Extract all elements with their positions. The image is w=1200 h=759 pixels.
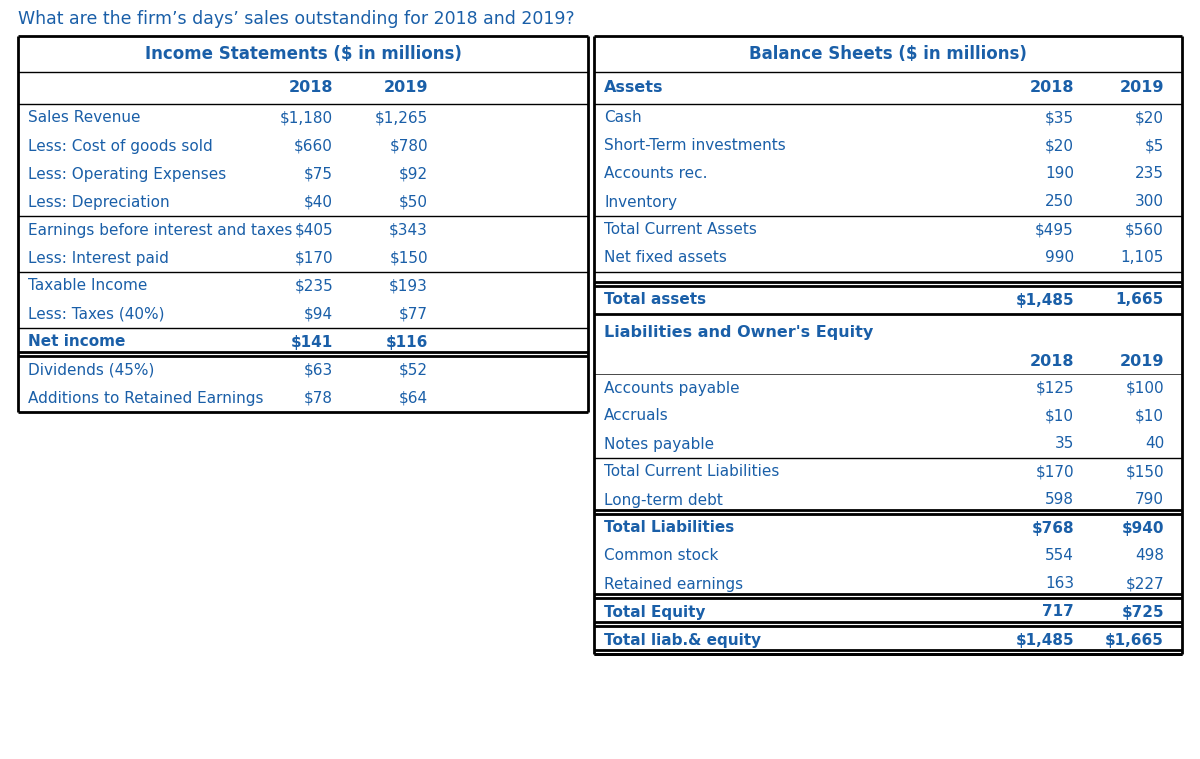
Text: $150: $150: [389, 250, 428, 266]
Text: $125: $125: [1036, 380, 1074, 395]
Text: $1,665: $1,665: [1105, 632, 1164, 647]
Text: 790: 790: [1135, 493, 1164, 508]
Text: Total Equity: Total Equity: [604, 604, 706, 619]
Text: Total liab.& equity: Total liab.& equity: [604, 632, 761, 647]
Text: 2019: 2019: [1120, 354, 1164, 370]
Text: 554: 554: [1045, 549, 1074, 563]
Text: $40: $40: [304, 194, 334, 209]
Text: 498: 498: [1135, 549, 1164, 563]
Text: $64: $64: [398, 390, 428, 405]
Text: 2019: 2019: [384, 80, 428, 96]
Text: $405: $405: [294, 222, 334, 238]
Text: Cash: Cash: [604, 111, 642, 125]
Text: Less: Operating Expenses: Less: Operating Expenses: [28, 166, 227, 181]
Text: Common stock: Common stock: [604, 549, 719, 563]
Text: Dividends (45%): Dividends (45%): [28, 363, 155, 377]
Text: Total Liabilities: Total Liabilities: [604, 521, 734, 536]
Text: $100: $100: [1126, 380, 1164, 395]
Text: $768: $768: [1031, 521, 1074, 536]
Text: 990: 990: [1045, 250, 1074, 266]
Text: $1,485: $1,485: [1015, 292, 1074, 307]
Text: $170: $170: [294, 250, 334, 266]
Text: $1,180: $1,180: [280, 111, 334, 125]
Text: $5: $5: [1145, 138, 1164, 153]
Text: Income Statements ($ in millions): Income Statements ($ in millions): [144, 45, 462, 63]
Text: $10: $10: [1045, 408, 1074, 424]
Text: Total Current Assets: Total Current Assets: [604, 222, 757, 238]
Text: $1,265: $1,265: [374, 111, 428, 125]
Text: Notes payable: Notes payable: [604, 436, 714, 452]
Text: Less: Interest paid: Less: Interest paid: [28, 250, 169, 266]
Text: Net income: Net income: [28, 335, 125, 349]
Text: $1,485: $1,485: [1015, 632, 1074, 647]
Text: $150: $150: [1126, 465, 1164, 480]
Text: $75: $75: [304, 166, 334, 181]
Text: $660: $660: [294, 138, 334, 153]
Text: Earnings before interest and taxes: Earnings before interest and taxes: [28, 222, 293, 238]
Text: $52: $52: [398, 363, 428, 377]
Text: Less: Depreciation: Less: Depreciation: [28, 194, 169, 209]
Text: Assets: Assets: [604, 80, 664, 96]
Text: Liabilities and Owner's Equity: Liabilities and Owner's Equity: [604, 325, 874, 339]
Text: 35: 35: [1055, 436, 1074, 452]
Text: Accounts payable: Accounts payable: [604, 380, 739, 395]
Text: $20: $20: [1135, 111, 1164, 125]
Text: Sales Revenue: Sales Revenue: [28, 111, 140, 125]
Text: 598: 598: [1045, 493, 1074, 508]
Text: Inventory: Inventory: [604, 194, 677, 209]
Text: Taxable Income: Taxable Income: [28, 279, 148, 294]
Text: 163: 163: [1045, 577, 1074, 591]
Text: $10: $10: [1135, 408, 1164, 424]
Text: Accounts rec.: Accounts rec.: [604, 166, 708, 181]
Text: 40: 40: [1145, 436, 1164, 452]
Text: 190: 190: [1045, 166, 1074, 181]
Text: $50: $50: [398, 194, 428, 209]
Text: Accruals: Accruals: [604, 408, 668, 424]
Text: Total assets: Total assets: [604, 292, 706, 307]
Text: 300: 300: [1135, 194, 1164, 209]
Text: $92: $92: [398, 166, 428, 181]
Text: $78: $78: [304, 390, 334, 405]
Text: 2018: 2018: [1030, 80, 1074, 96]
Text: Additions to Retained Earnings: Additions to Retained Earnings: [28, 390, 264, 405]
Text: Retained earnings: Retained earnings: [604, 577, 743, 591]
Text: 2018: 2018: [288, 80, 334, 96]
Text: Balance Sheets ($ in millions): Balance Sheets ($ in millions): [749, 45, 1027, 63]
Text: $94: $94: [304, 307, 334, 322]
Text: Total Current Liabilities: Total Current Liabilities: [604, 465, 779, 480]
Text: $170: $170: [1036, 465, 1074, 480]
Text: $560: $560: [1126, 222, 1164, 238]
Text: $35: $35: [1045, 111, 1074, 125]
Text: $235: $235: [294, 279, 334, 294]
Text: $227: $227: [1126, 577, 1164, 591]
Text: Net fixed assets: Net fixed assets: [604, 250, 727, 266]
Text: 2018: 2018: [1030, 354, 1074, 370]
Text: 1,665: 1,665: [1116, 292, 1164, 307]
Text: Long-term debt: Long-term debt: [604, 493, 722, 508]
Text: $20: $20: [1045, 138, 1074, 153]
Text: $940: $940: [1122, 521, 1164, 536]
Text: What are the firm’s days’ sales outstanding for 2018 and 2019?: What are the firm’s days’ sales outstand…: [18, 10, 575, 28]
Text: $780: $780: [389, 138, 428, 153]
Text: Short-Term investments: Short-Term investments: [604, 138, 786, 153]
Text: 235: 235: [1135, 166, 1164, 181]
Text: 250: 250: [1045, 194, 1074, 209]
Text: $193: $193: [389, 279, 428, 294]
Text: $141: $141: [290, 335, 334, 349]
Text: $63: $63: [304, 363, 334, 377]
Text: 717: 717: [1043, 604, 1074, 619]
Text: 2019: 2019: [1120, 80, 1164, 96]
Text: Less: Taxes (40%): Less: Taxes (40%): [28, 307, 164, 322]
Text: $343: $343: [389, 222, 428, 238]
Text: $116: $116: [385, 335, 428, 349]
Text: $495: $495: [1036, 222, 1074, 238]
Text: $725: $725: [1121, 604, 1164, 619]
Text: Less: Cost of goods sold: Less: Cost of goods sold: [28, 138, 212, 153]
Text: 1,105: 1,105: [1121, 250, 1164, 266]
Text: $77: $77: [398, 307, 428, 322]
